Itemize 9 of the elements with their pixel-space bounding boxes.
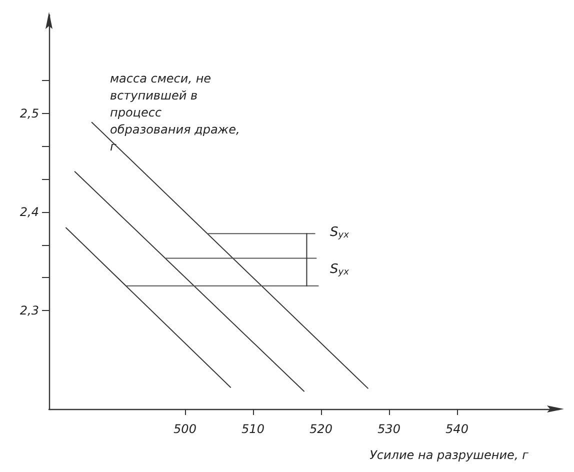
y-tick-label: 2,4 [20,205,39,219]
y-tick-label: 2,5 [20,106,39,120]
x-axis-title: Усилие на разрушение, г [370,448,530,462]
x-tick-label: 510 [242,422,265,436]
x-tick-label: 540 [446,422,469,436]
y-tick-label: 2,3 [20,304,39,318]
x-tick-label: 500 [174,422,197,436]
x-tick-label: 530 [378,422,401,436]
x-tick-label: 520 [310,422,333,436]
